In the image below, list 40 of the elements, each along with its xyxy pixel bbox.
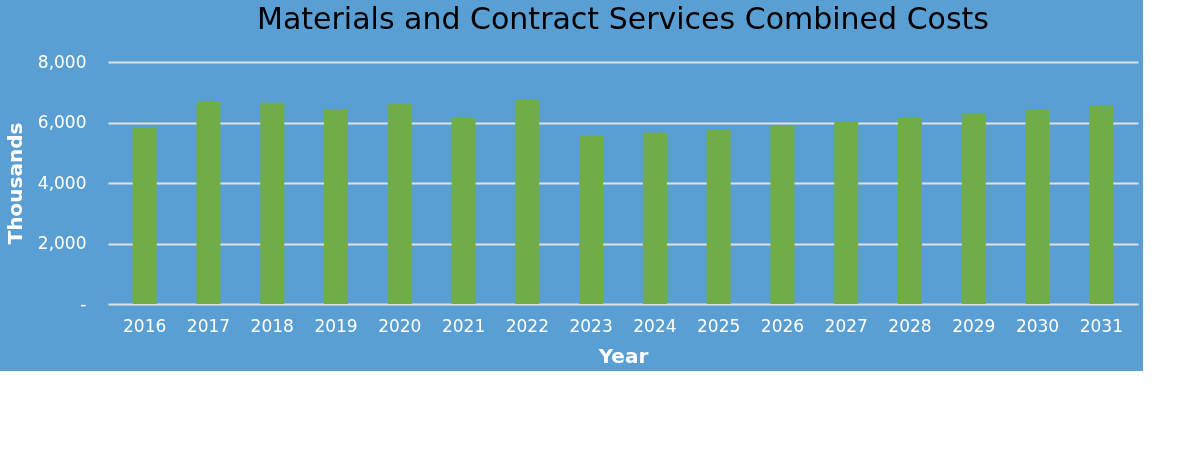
- bar: [706, 129, 731, 304]
- y-tick-label: 8,000: [37, 51, 87, 72]
- x-tick-label: 2028: [888, 315, 932, 336]
- bar: [898, 117, 922, 304]
- x-tick-label: 2021: [441, 315, 486, 336]
- x-tick-label: 2018: [250, 315, 294, 336]
- x-tick-label: 2019: [314, 315, 358, 336]
- x-tick-label: 2022: [505, 315, 549, 336]
- y-tick-label: 4,000: [37, 172, 87, 193]
- x-tick-label: 2029: [952, 315, 996, 336]
- x-tick-label: 2027: [824, 315, 868, 336]
- bar: [132, 127, 157, 304]
- x-tick-label: 2024: [633, 315, 677, 336]
- bar: [770, 125, 795, 304]
- x-tick-label: 2020: [378, 315, 422, 336]
- bar: [451, 117, 476, 304]
- x-tick-label: 2031: [1079, 315, 1123, 336]
- bar: [642, 132, 667, 304]
- x-tick-label: 2025: [697, 315, 741, 336]
- chart-title: Materials and Contract Services Combined Costs: [257, 1, 989, 36]
- bar: [196, 101, 221, 304]
- y-axis-title: Thousands: [2, 122, 27, 245]
- x-tick-label: 2023: [569, 315, 613, 336]
- x-axis-title: Year: [597, 343, 649, 368]
- bar: [834, 121, 859, 304]
- bar: [961, 114, 986, 304]
- y-tick-label: -: [80, 293, 87, 314]
- y-tick-label: 2,000: [37, 233, 87, 253]
- x-tick-label: 2026: [760, 315, 805, 336]
- x-tick-label: 2017: [186, 315, 231, 336]
- bar: [324, 108, 348, 304]
- bar: [260, 102, 285, 304]
- bar: [1089, 105, 1114, 304]
- bar: [387, 104, 412, 304]
- x-tick-label: 2016: [123, 315, 167, 336]
- bar: [579, 136, 604, 304]
- x-tick-label: 2030: [1015, 315, 1060, 336]
- bar: [1025, 109, 1050, 304]
- y-tick-label: 6,000: [37, 112, 87, 132]
- bar: [515, 100, 540, 304]
